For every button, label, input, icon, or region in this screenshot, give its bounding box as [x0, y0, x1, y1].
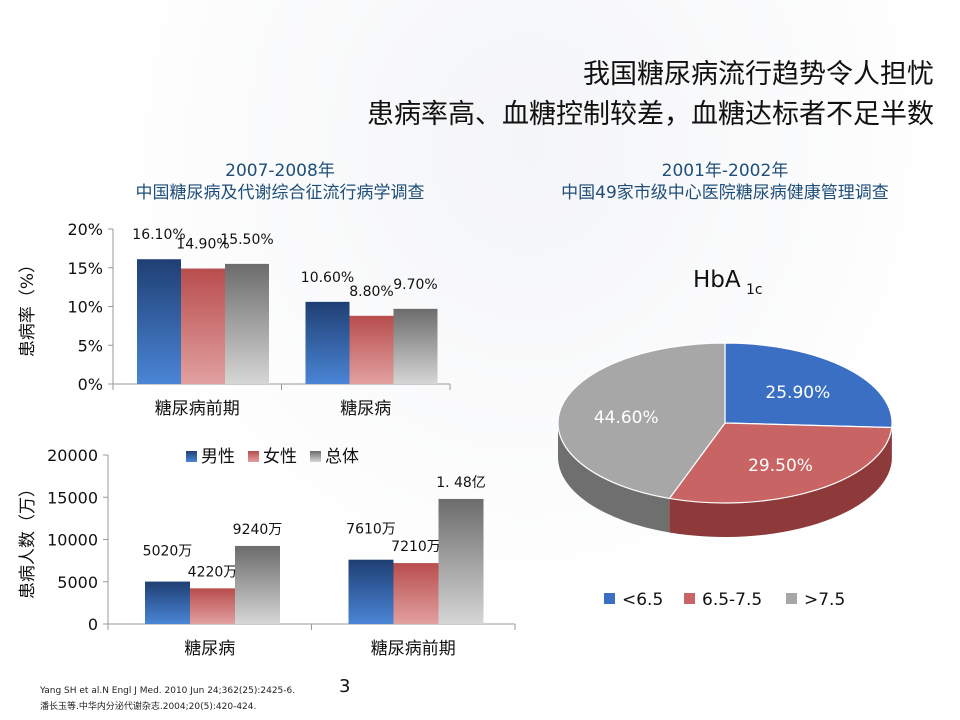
chart2-data-label: 7210万: [391, 539, 441, 555]
pie-legend-swatch: [786, 593, 797, 604]
chart1-data-label: 9.70%: [393, 277, 437, 293]
chart1-data-label: 15.50%: [220, 232, 273, 248]
chart2-bar-total: [235, 545, 280, 624]
pie-legend-label: <6.5: [622, 590, 663, 610]
pie-legend-swatch: [604, 593, 615, 604]
citation-1: Yang SH et al.N Engl J Med. 2010 Jun 24;…: [40, 686, 296, 696]
pie-title: HbA: [693, 267, 741, 293]
right-chart-subtitle: 2001年-2002年 中国49家市级中心医院糖尿病健康管理调查: [505, 160, 945, 204]
pie-legend-swatch: [684, 593, 695, 604]
chart2-data-label: 4220万: [188, 564, 238, 580]
chart2-legend-label: 男性: [201, 447, 235, 467]
page-number: 3: [339, 676, 351, 697]
chart2-data-label: 1. 48亿: [436, 475, 486, 491]
chart2-data-label: 7610万: [346, 522, 396, 538]
chart1-bar-female: [349, 315, 394, 384]
chart1-bar-female: [181, 268, 225, 384]
citation-2: 潘长玉等.中华内分泌代谢杂志.2004;20(5):420-424.: [40, 702, 257, 712]
chart1-bar-male: [305, 301, 350, 384]
chart2-legend-swatch: [248, 451, 259, 462]
pie-slice-top-gt75: [557, 342, 726, 500]
left-subtitle-study: 中国糖尿病及代谢综合征流行病学调查: [135, 183, 425, 203]
left-subtitle-date: 2007-2008年: [225, 161, 335, 181]
chart1-data-label: 16.10%: [132, 227, 185, 243]
chart1-bar-total: [393, 308, 438, 384]
pie-data-label: 44.60%: [594, 408, 659, 428]
chart2-bar-total: [438, 498, 484, 624]
chart1-y-axis-label: 患病率（%）: [18, 256, 38, 357]
slide-title-line1: 我国糖尿病流行趋势令人担忧: [583, 59, 934, 90]
chart2-data-label: 5020万: [143, 544, 193, 560]
chart1-y-tick-label: 15%: [67, 259, 103, 278]
chart2-y-tick-label: 20000: [47, 446, 98, 465]
chart2-y-tick-label: 0: [88, 615, 98, 634]
chart1-x-tick-label: 糖尿病前期: [155, 399, 240, 419]
chart1-y-tick-label: 0%: [78, 375, 103, 394]
pie-title-subscript: 1c: [746, 282, 763, 298]
chart2-y-tick-label: 15000: [47, 488, 98, 507]
chart1-y-tick-label: 5%: [78, 336, 103, 355]
chart1-x-tick-label: 糖尿病: [340, 399, 391, 419]
chart2-x-tick-label: 糖尿病: [184, 639, 235, 659]
chart2-bar-female: [190, 588, 235, 624]
chart1-bar-total: [225, 263, 269, 384]
pie-legend-label: 6.5-7.5: [702, 590, 762, 610]
chart2-data-label: 9240万: [233, 522, 283, 538]
pie-slice-top-lt65: [724, 342, 893, 429]
left-chart-subtitle: 2007-2008年 中国糖尿病及代谢综合征流行病学调查: [60, 160, 500, 204]
chart2-bar-male: [348, 559, 394, 624]
chart1-data-label: 14.90%: [176, 237, 229, 253]
chart2-legend-label: 女性: [263, 447, 297, 467]
chart1-data-label: 10.60%: [301, 270, 354, 286]
pie-data-label: 29.50%: [748, 456, 813, 476]
pie-slice-side: [558, 423, 670, 533]
chart2-bar-male: [145, 581, 190, 624]
chart2-y-axis-label: 患病人数（万）: [18, 480, 38, 599]
chart1-data-label: 8.80%: [349, 284, 393, 300]
slide-title-line2: 患病率高、血糖控制较差，血糖达标者不足半数: [367, 99, 934, 130]
chart1-y-tick-label: 20%: [67, 220, 103, 239]
pie-slice-side: [669, 427, 892, 537]
pie-slice-top-65-75: [668, 422, 893, 504]
right-subtitle-study: 中国49家市级中心医院糖尿病健康管理调查: [561, 183, 889, 203]
chart2-bar-female: [393, 563, 439, 624]
pie-data-label: 25.90%: [765, 383, 830, 403]
pie-legend-label: >7.5: [804, 590, 845, 610]
chart2-legend-swatch: [186, 451, 197, 462]
chart1-y-tick-label: 10%: [67, 298, 103, 317]
chart2-y-tick-label: 5000: [57, 573, 98, 592]
chart2-legend-label: 总体: [325, 447, 359, 467]
chart1-bar-male: [137, 259, 181, 384]
chart2-x-tick-label: 糖尿病前期: [371, 639, 456, 659]
chart2-y-tick-label: 10000: [47, 531, 98, 550]
chart2-legend-swatch: [310, 451, 321, 462]
right-subtitle-date: 2001年-2002年: [661, 161, 789, 181]
